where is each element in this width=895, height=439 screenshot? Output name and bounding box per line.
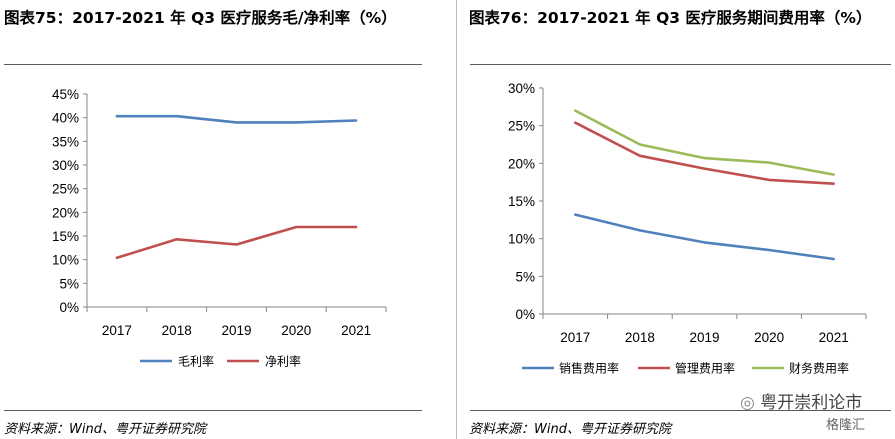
- chart2-title: 图表76：2017-2021 年 Q3 医疗服务期间费用率（%）: [469, 9, 872, 27]
- chart2-legend-label: 财务费用率: [789, 361, 849, 376]
- chart1-x-tick-label: 2019: [221, 323, 251, 338]
- chart2-x-tick-label: 2021: [819, 330, 849, 345]
- chart2-x-tick-label: 2019: [689, 330, 719, 345]
- chart2-x-tick-label: 2018: [625, 330, 655, 345]
- chart1-y-tick-label: 0%: [59, 300, 79, 315]
- chart2-y-tick-label: 0%: [515, 307, 535, 322]
- chart1-x-tick-label: 2018: [162, 323, 192, 338]
- chart2-x-tick-label: 2020: [754, 330, 784, 345]
- chart1-source: 资料来源：Wind、粤开证券研究院: [4, 422, 206, 437]
- chart1-y-tick-label: 10%: [52, 253, 79, 268]
- chart2-y-tick-label: 5%: [515, 269, 535, 284]
- chart1-y-tick-label: 20%: [52, 205, 79, 220]
- chart2-y-tick-label: 15%: [508, 194, 535, 209]
- chart1-legend-label: 毛利率: [178, 354, 214, 369]
- chart2-series-line: [573, 121, 836, 185]
- chart1-y-tick-label: 40%: [52, 111, 79, 126]
- chart1-title: 图表75：2017-2021 年 Q3 医疗服务毛/净利率（%）: [4, 9, 397, 27]
- column-divider: [456, 0, 457, 439]
- chart1-y-tick-label: 15%: [52, 229, 79, 244]
- chart2-series-line: [573, 213, 836, 261]
- chart1-bottom-rule: [4, 410, 422, 411]
- chart2-y-tick-label: 30%: [508, 81, 535, 96]
- chart1-top-rule: [4, 64, 422, 65]
- chart2-y-tick-label: 10%: [508, 232, 535, 247]
- chart2-source: 资料来源：Wind、粤开证券研究院: [469, 422, 671, 437]
- chart1-x-tick-label: 2017: [102, 323, 132, 338]
- chart2-x-tick-label: 2017: [560, 330, 590, 345]
- chart2-y-tick-label: 20%: [508, 156, 535, 171]
- chart1-series-line: [115, 114, 358, 124]
- chart2-y-tick-label: 25%: [508, 119, 535, 134]
- chart1-x-tick-label: 2020: [281, 323, 311, 338]
- watermark-logo: 格隆汇: [826, 418, 866, 433]
- wechat-icon: ◎: [740, 393, 761, 413]
- chart2-series-line: [573, 109, 836, 176]
- chart1-x-tick-label: 2021: [341, 323, 371, 338]
- chart1-y-tick-label: 35%: [52, 134, 79, 149]
- chart1-y-tick-label: 5%: [59, 276, 79, 291]
- chart1-y-tick-label: 45%: [52, 87, 79, 102]
- chart1-y-tick-label: 25%: [52, 182, 79, 197]
- chart2-legend-label: 管理费用率: [675, 361, 735, 376]
- watermark-text: ◎ 粤开崇利论市: [740, 393, 863, 413]
- chart2-legend-label: 销售费用率: [559, 361, 619, 376]
- chart1-series-line: [115, 225, 358, 260]
- chart2-top-rule: [470, 64, 891, 65]
- chart1-y-tick-label: 30%: [52, 158, 79, 173]
- chart2-bottom-rule: [470, 410, 891, 411]
- chart1-legend-label: 净利率: [265, 354, 301, 369]
